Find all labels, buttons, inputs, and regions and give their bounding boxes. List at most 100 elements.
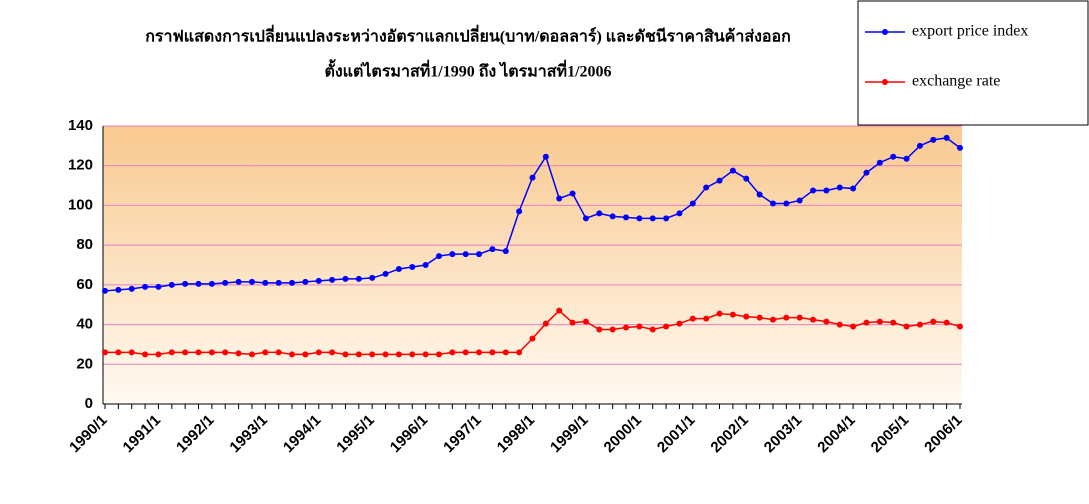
data-point [142, 351, 149, 358]
data-point [943, 134, 950, 141]
data-point [676, 320, 683, 327]
data-point [262, 279, 269, 286]
data-point [529, 174, 536, 181]
x-tick-label: 1990/1 [66, 412, 110, 456]
data-point [756, 314, 763, 321]
data-point [850, 323, 857, 330]
data-point [435, 253, 442, 260]
plot-area [103, 126, 962, 404]
data-point [769, 316, 776, 323]
x-tick-label: 2001/1 [654, 412, 698, 456]
data-point [289, 351, 296, 358]
y-tick-label: 120 [68, 157, 93, 174]
x-tick-label: 2003/1 [761, 412, 805, 456]
data-point [182, 349, 189, 356]
data-point [890, 153, 897, 160]
y-tick-label: 0 [85, 395, 93, 412]
data-point [890, 319, 897, 326]
data-point [649, 326, 656, 333]
data-point [155, 351, 162, 358]
data-point [409, 263, 416, 270]
legend-marker [882, 79, 888, 85]
data-point [743, 175, 750, 182]
x-tick-label: 1996/1 [387, 412, 431, 456]
data-point [222, 349, 229, 356]
x-tick-label: 1997/1 [440, 412, 484, 456]
data-point [676, 210, 683, 217]
data-point [810, 187, 817, 194]
data-point [342, 351, 349, 358]
data-point [195, 280, 202, 287]
data-point [836, 321, 843, 328]
data-point [850, 185, 857, 192]
data-point [876, 159, 883, 166]
data-point [542, 153, 549, 160]
data-point [930, 318, 937, 325]
data-point [609, 326, 616, 333]
data-point [716, 310, 723, 317]
data-point [930, 136, 937, 143]
data-point [836, 184, 843, 191]
data-point [342, 275, 349, 282]
data-point [582, 318, 589, 325]
chart-subtitle: ตั้งแต่ไตรมาสที่1/1990 ถึง ไตรมาสที่1/20… [324, 59, 611, 81]
x-tick-label: 1993/1 [226, 412, 270, 456]
data-point [422, 351, 429, 358]
x-tick-label: 2006/1 [921, 412, 965, 456]
data-point [596, 326, 603, 333]
data-point [449, 251, 456, 258]
data-point [449, 349, 456, 356]
y-tick-label: 100 [68, 196, 93, 213]
x-tick-label: 1994/1 [280, 412, 324, 456]
data-point [275, 279, 282, 286]
data-point [502, 349, 509, 356]
data-point [596, 210, 603, 217]
legend-label: exchange rate [912, 73, 1000, 90]
data-point [916, 142, 923, 149]
y-tick-label: 140 [68, 117, 93, 134]
data-point [435, 351, 442, 358]
data-point [395, 351, 402, 358]
data-point [208, 349, 215, 356]
data-point [409, 351, 416, 358]
data-point [382, 270, 389, 277]
data-point [903, 155, 910, 162]
data-point [302, 351, 309, 358]
data-point [663, 215, 670, 222]
data-point [729, 311, 736, 318]
x-tick-label: 2002/1 [707, 412, 751, 456]
data-point [863, 169, 870, 176]
data-point [248, 351, 255, 358]
data-point [943, 319, 950, 326]
data-point [315, 349, 322, 356]
x-tick-label: 2004/1 [814, 412, 858, 456]
data-point [329, 276, 336, 283]
data-point [957, 323, 963, 330]
data-point [916, 321, 923, 328]
data-point [796, 197, 803, 204]
data-point [302, 278, 309, 285]
data-point [195, 349, 202, 356]
data-point [235, 278, 242, 285]
data-point [516, 208, 523, 215]
data-point [689, 200, 696, 207]
data-point [489, 349, 496, 356]
data-point [569, 190, 576, 197]
y-tick-label: 20 [76, 355, 93, 372]
data-point [208, 280, 215, 287]
data-point [529, 335, 536, 342]
data-point [395, 265, 402, 272]
data-point [102, 349, 108, 356]
data-point [115, 286, 122, 293]
data-point [703, 315, 710, 322]
data-point [663, 323, 670, 330]
data-point [155, 283, 162, 290]
data-point [115, 349, 122, 356]
data-point [783, 200, 790, 207]
x-tick-label: 1995/1 [333, 412, 377, 456]
data-point [369, 274, 376, 281]
legend-label: export price index [912, 23, 1028, 40]
data-point [462, 251, 469, 258]
data-point [636, 215, 643, 222]
data-point [462, 349, 469, 356]
